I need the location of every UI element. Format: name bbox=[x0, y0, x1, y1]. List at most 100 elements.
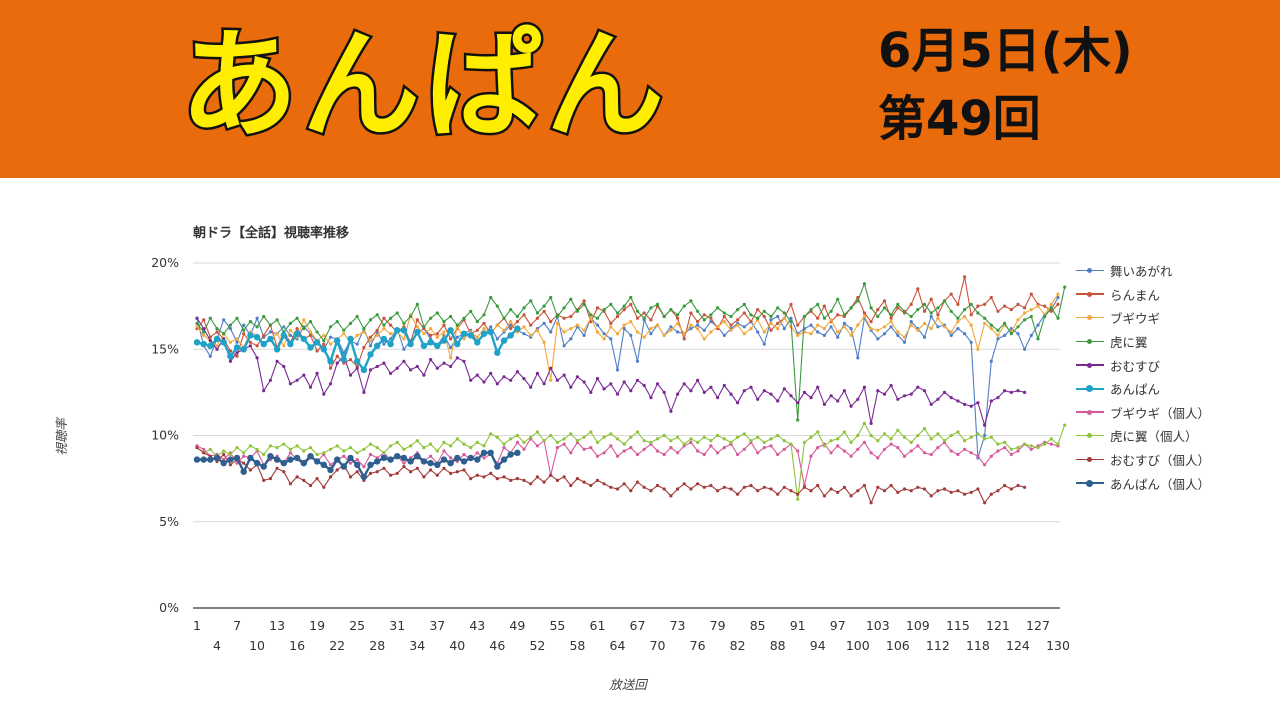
data-point bbox=[862, 421, 867, 425]
data-point bbox=[494, 463, 501, 470]
x-tick-label: 49 bbox=[509, 618, 525, 633]
data-point bbox=[295, 444, 299, 448]
x-tick-label: 130 bbox=[1046, 638, 1070, 653]
data-point bbox=[335, 468, 339, 472]
data-point bbox=[856, 433, 860, 438]
data-point bbox=[302, 449, 306, 453]
data-point bbox=[268, 444, 272, 448]
data-point bbox=[849, 333, 853, 337]
data-point bbox=[395, 471, 399, 475]
legend-label: 虎に翼 bbox=[1110, 335, 1148, 351]
data-point bbox=[796, 323, 800, 327]
data-point bbox=[467, 454, 474, 462]
x-tick-label: 67 bbox=[630, 618, 646, 633]
data-point bbox=[762, 330, 766, 334]
data-point bbox=[320, 461, 327, 468]
data-point bbox=[407, 340, 414, 348]
data-point bbox=[435, 311, 439, 315]
legend-item: ブギウギ bbox=[1076, 306, 1276, 330]
data-point bbox=[208, 354, 212, 358]
data-point bbox=[542, 340, 546, 344]
data-point bbox=[355, 333, 359, 337]
data-point bbox=[896, 446, 900, 450]
data-point bbox=[475, 335, 479, 339]
data-point bbox=[816, 323, 820, 327]
x-tick-label: 52 bbox=[529, 638, 545, 653]
data-point bbox=[963, 314, 967, 319]
data-point bbox=[635, 309, 640, 313]
data-point bbox=[602, 337, 606, 341]
data-point bbox=[949, 433, 953, 438]
data-point bbox=[809, 396, 813, 400]
data-point bbox=[909, 449, 913, 453]
x-tick-label: 31 bbox=[389, 618, 405, 633]
data-point bbox=[362, 465, 366, 469]
data-point bbox=[242, 328, 246, 332]
data-point bbox=[829, 487, 833, 491]
data-point bbox=[495, 337, 499, 341]
data-point bbox=[983, 433, 987, 438]
data-point bbox=[909, 314, 913, 319]
data-point bbox=[642, 316, 646, 320]
data-point bbox=[742, 302, 746, 306]
data-point bbox=[1029, 314, 1033, 319]
data-point bbox=[729, 323, 733, 327]
data-point bbox=[696, 482, 700, 486]
data-point bbox=[529, 333, 533, 337]
data-point bbox=[956, 452, 960, 457]
data-point bbox=[449, 356, 453, 360]
data-point bbox=[382, 361, 386, 365]
data-point bbox=[362, 447, 366, 451]
data-point bbox=[629, 489, 633, 493]
data-point bbox=[869, 421, 873, 425]
data-point bbox=[836, 399, 840, 403]
data-point bbox=[409, 470, 413, 474]
series-line bbox=[196, 438, 1059, 486]
data-point bbox=[502, 475, 506, 479]
legend-label: おむすび（個人） bbox=[1110, 453, 1211, 469]
data-point bbox=[822, 304, 827, 308]
data-point bbox=[796, 492, 800, 496]
data-point bbox=[195, 316, 199, 320]
data-point bbox=[1049, 442, 1053, 446]
data-point bbox=[535, 311, 540, 315]
data-point bbox=[368, 344, 373, 348]
data-point bbox=[328, 366, 333, 370]
data-point bbox=[522, 306, 526, 310]
data-point bbox=[233, 454, 241, 462]
data-point bbox=[682, 482, 686, 486]
data-point bbox=[575, 375, 580, 379]
data-point bbox=[722, 485, 726, 489]
data-point bbox=[676, 316, 680, 320]
data-point bbox=[716, 451, 720, 455]
data-point bbox=[502, 442, 506, 446]
data-point bbox=[1063, 423, 1067, 427]
data-point bbox=[696, 309, 700, 313]
data-point bbox=[549, 330, 553, 334]
data-point bbox=[509, 478, 513, 482]
data-point bbox=[355, 458, 359, 462]
data-point bbox=[515, 477, 520, 481]
data-point bbox=[595, 454, 600, 458]
data-point bbox=[589, 390, 593, 394]
data-point bbox=[989, 454, 993, 458]
data-point bbox=[856, 447, 860, 451]
data-point bbox=[876, 389, 880, 393]
data-point bbox=[736, 401, 740, 405]
data-point bbox=[862, 314, 867, 319]
data-point bbox=[414, 328, 421, 336]
data-point bbox=[629, 333, 633, 337]
data-point bbox=[255, 344, 259, 348]
data-point bbox=[1056, 442, 1060, 446]
data-point bbox=[442, 320, 446, 324]
data-point bbox=[622, 304, 626, 308]
data-point bbox=[876, 308, 880, 312]
legend-item: おむすび（個人） bbox=[1076, 448, 1276, 472]
data-point bbox=[909, 440, 913, 444]
data-point bbox=[295, 327, 299, 331]
data-point bbox=[802, 485, 807, 489]
data-point bbox=[736, 492, 740, 496]
data-point bbox=[655, 382, 660, 386]
data-point bbox=[227, 353, 234, 360]
data-point bbox=[449, 364, 453, 369]
